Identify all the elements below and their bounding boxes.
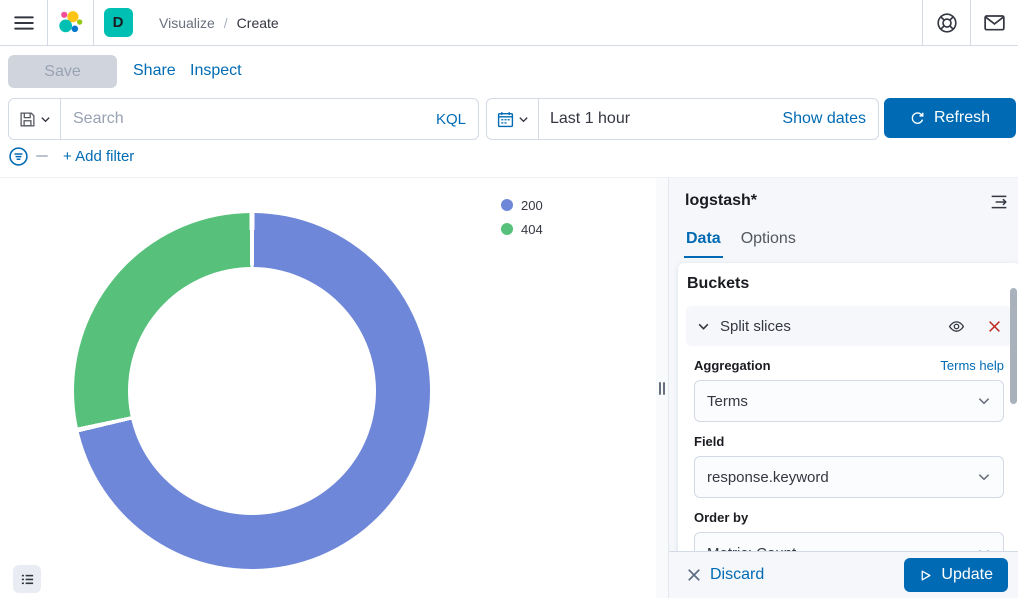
space-selector-button[interactable]: D (94, 0, 142, 45)
header-right-group (922, 0, 1018, 45)
donut-hole (128, 267, 376, 515)
discard-button[interactable]: Discard (687, 566, 764, 584)
tab-options[interactable]: Options (740, 230, 796, 247)
header-divider (922, 0, 923, 45)
space-avatar: D (103, 8, 133, 37)
elastic-logo-icon (57, 9, 84, 36)
visualization-area: 200 404 (0, 177, 656, 598)
field-select[interactable]: response.keyword (694, 456, 1004, 498)
donut-chart[interactable] (74, 213, 430, 569)
legend-item[interactable]: 200 (501, 193, 543, 217)
play-icon (919, 569, 932, 582)
terms-help-link[interactable]: Terms help (940, 358, 1004, 373)
chart-legend: 200 404 (501, 193, 543, 241)
filter-options-button[interactable] (8, 146, 29, 167)
data-config-panel: logstash* Data Options Buckets Split sli… (668, 177, 1018, 598)
legend-label-404: 404 (521, 221, 543, 237)
chevron-down-icon (40, 114, 51, 125)
remove-bucket-button[interactable] (988, 320, 1001, 333)
aggregation-select[interactable]: Terms (694, 380, 1004, 422)
legend-dot-404 (501, 223, 513, 235)
add-filter-button[interactable]: + Add filter (63, 147, 135, 165)
toggle-visibility-button[interactable] (948, 318, 965, 335)
resizer-grip-icon (659, 382, 665, 395)
quick-select-time-button[interactable] (487, 99, 539, 139)
help-icon (936, 12, 958, 34)
panel-scrollbar[interactable] (1010, 288, 1017, 404)
newsfeed-button[interactable] (971, 0, 1018, 45)
field-label: Field (694, 434, 725, 449)
breadcrumb-visualize[interactable]: Visualize (159, 14, 215, 31)
save-query-icon (19, 111, 36, 128)
order-by-label: Order by (694, 510, 749, 525)
update-button[interactable]: Update (904, 558, 1008, 592)
panel-resizer-handle[interactable] (656, 177, 668, 598)
refresh-label: Refresh (933, 109, 991, 126)
refresh-icon (910, 111, 925, 126)
field-value: response.keyword (707, 468, 829, 486)
app-header: D Visualize / Create (0, 0, 1018, 46)
search-input[interactable] (61, 110, 424, 128)
calendar-icon (497, 111, 514, 128)
buckets-section-title: Buckets (687, 275, 750, 292)
mail-icon (983, 11, 1006, 34)
legend-item[interactable]: 404 (501, 217, 543, 241)
index-pattern-title: logstash* (685, 192, 758, 209)
aggregation-label: Aggregation (694, 358, 771, 373)
inspect-button[interactable]: Inspect (190, 62, 242, 79)
discard-label: Discard (710, 566, 765, 583)
nav-menu-button[interactable] (0, 0, 47, 45)
chevron-down-icon (977, 394, 991, 408)
time-range-value[interactable]: Last 1 hour (550, 110, 631, 127)
split-slices-accordion[interactable]: Split slices (686, 306, 1012, 346)
query-language-button[interactable]: KQL (435, 110, 466, 128)
saved-query-menu-button[interactable] (9, 99, 61, 139)
save-button[interactable]: Save (8, 55, 117, 88)
panel-footer: Discard Update (669, 551, 1018, 598)
update-label: Update (941, 566, 993, 583)
refresh-button[interactable]: Refresh (884, 98, 1016, 138)
legend-dot-200 (501, 199, 513, 211)
filter-bar-dash (36, 155, 48, 157)
panel-tabs: Data Options (684, 230, 798, 258)
elastic-home-button[interactable] (48, 0, 93, 45)
filter-bar: + Add filter (8, 142, 134, 170)
share-button[interactable]: Share (133, 62, 176, 79)
split-slices-label: Split slices (720, 317, 791, 335)
header-divider (93, 0, 94, 45)
help-menu-button[interactable] (923, 0, 970, 45)
breadcrumb-separator: / (223, 14, 228, 31)
hamburger-icon (13, 13, 34, 33)
list-icon (20, 572, 35, 587)
header-divider (47, 0, 48, 45)
legend-toggle-button[interactable] (13, 565, 41, 593)
header-divider (970, 0, 971, 45)
buckets-card: Buckets Split slices Aggregation (678, 263, 1018, 566)
chevron-down-icon (518, 114, 529, 125)
breadcrumb-create: Create (236, 14, 279, 31)
breadcrumb: Visualize / Create (159, 0, 279, 45)
show-dates-button[interactable]: Show dates (782, 110, 866, 127)
cross-icon (687, 568, 701, 582)
legend-label-200: 200 (521, 197, 543, 213)
bucket-form: Aggregation Terms help Terms Field respo… (694, 358, 1004, 566)
query-bar: KQL (8, 98, 479, 140)
chevron-down-icon (697, 320, 710, 333)
date-picker-bar: Last 1 hour Show dates (486, 98, 879, 140)
tab-data[interactable]: Data (684, 230, 723, 258)
chevron-down-icon (977, 470, 991, 484)
aggregation-value: Terms (707, 392, 748, 410)
collapse-panel-button[interactable] (990, 193, 1008, 211)
